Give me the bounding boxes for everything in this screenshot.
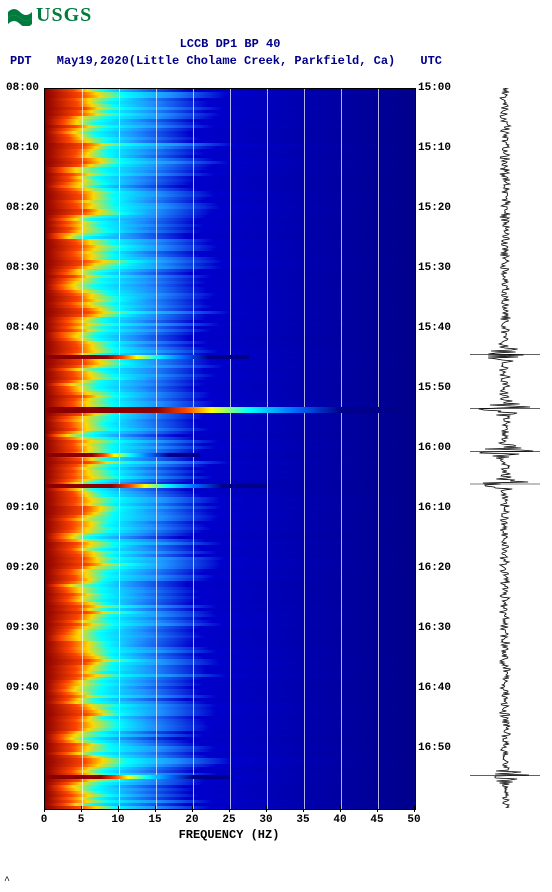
logo-text: USGS xyxy=(36,4,92,27)
time-tick: 15:50 xyxy=(418,382,451,394)
time-tick: 09:00 xyxy=(6,442,39,454)
time-tick: 08:30 xyxy=(6,262,39,274)
freq-tick: 40 xyxy=(333,814,346,826)
freq-tick: 5 xyxy=(78,814,85,826)
x-axis-label: FREQUENCY (HZ) xyxy=(44,828,414,842)
time-tick: 08:10 xyxy=(6,142,39,154)
time-tick: 16:50 xyxy=(418,742,451,754)
left-time-axis: 08:0008:1008:2008:3008:4008:5009:0009:10… xyxy=(0,88,48,808)
time-tick: 09:20 xyxy=(6,562,39,574)
time-tick: 16:10 xyxy=(418,502,451,514)
usgs-logo: USGS xyxy=(8,4,92,27)
freq-tick: 0 xyxy=(41,814,48,826)
freq-tick: 25 xyxy=(222,814,235,826)
chart-header: LCCB DP1 BP 40 PDT May19,2020(Little Cho… xyxy=(0,36,460,70)
site-name: (Little Cholame Creek, Parkfield, Ca) xyxy=(129,54,395,68)
time-tick: 09:30 xyxy=(6,622,39,634)
time-tick: 08:00 xyxy=(6,82,39,94)
time-tick: 16:30 xyxy=(418,622,451,634)
wave-icon xyxy=(8,6,32,26)
freq-tick: 20 xyxy=(185,814,198,826)
freq-tick: 50 xyxy=(407,814,420,826)
footer-mark: ^ xyxy=(4,876,10,887)
station-title: LCCB DP1 BP 40 xyxy=(0,36,460,53)
seismogram-trace xyxy=(470,88,540,808)
freq-tick: 45 xyxy=(370,814,383,826)
time-tick: 08:20 xyxy=(6,202,39,214)
right-timezone: UTC xyxy=(420,53,442,70)
right-time-axis: 15:0015:1015:2015:3015:4015:5016:0016:10… xyxy=(418,88,458,808)
time-tick: 15:20 xyxy=(418,202,451,214)
time-tick: 15:40 xyxy=(418,322,451,334)
time-tick: 16:20 xyxy=(418,562,451,574)
left-timezone: PDT xyxy=(10,53,32,70)
freq-tick: 10 xyxy=(111,814,124,826)
time-tick: 15:10 xyxy=(418,142,451,154)
freq-tick: 15 xyxy=(148,814,161,826)
spectrogram-plot xyxy=(44,88,416,810)
time-tick: 15:00 xyxy=(418,82,451,94)
time-tick: 16:40 xyxy=(418,682,451,694)
freq-tick: 35 xyxy=(296,814,309,826)
time-tick: 09:10 xyxy=(6,502,39,514)
time-tick: 16:00 xyxy=(418,442,451,454)
time-tick: 09:50 xyxy=(6,742,39,754)
time-tick: 08:40 xyxy=(6,322,39,334)
time-tick: 15:30 xyxy=(418,262,451,274)
time-tick: 09:40 xyxy=(6,682,39,694)
freq-tick: 30 xyxy=(259,814,272,826)
date: May19,2020 xyxy=(57,54,129,68)
time-tick: 08:50 xyxy=(6,382,39,394)
